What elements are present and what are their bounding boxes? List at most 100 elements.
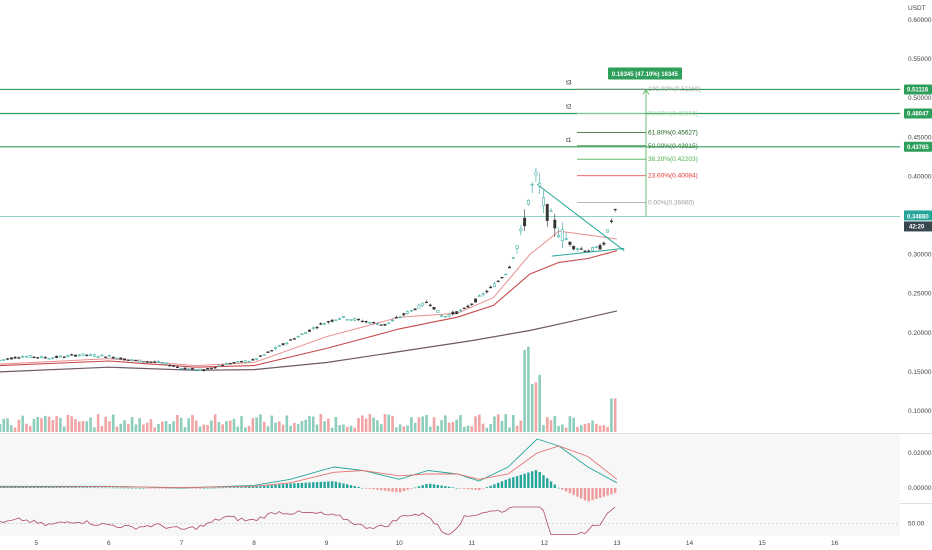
candle-body <box>160 362 164 364</box>
volume-bar <box>579 425 583 432</box>
volume-bar <box>455 419 458 432</box>
volume-bar <box>108 421 111 432</box>
candle-body <box>330 319 334 322</box>
candle-body <box>459 309 462 312</box>
macd-histogram-bar <box>436 484 440 488</box>
candle-body <box>175 366 179 369</box>
macd-histogram-bar <box>40 487 43 488</box>
volume-bar <box>413 422 417 432</box>
target-label-t1: t1 <box>566 137 572 144</box>
volume-bar <box>428 426 432 432</box>
volume-bar <box>202 424 206 432</box>
candle-body <box>108 355 111 357</box>
macd-histogram-bar <box>387 488 390 492</box>
price-tag-text-t2: 0.48047 <box>907 111 929 117</box>
ma-long-line <box>0 310 618 373</box>
volume-bar <box>179 417 183 432</box>
candle-body <box>221 364 225 367</box>
candle-body <box>530 183 534 186</box>
macd-histogram-bar <box>402 488 406 492</box>
volume-bar <box>296 424 300 432</box>
candle-body <box>383 323 387 326</box>
volume-bar <box>481 423 485 432</box>
candle-body <box>228 363 232 365</box>
fib-level-label: 61.80%(0.45627) <box>648 129 698 136</box>
volume-bar <box>345 426 349 432</box>
volume-bar <box>440 420 443 432</box>
volume-bar <box>327 418 330 432</box>
volume-bar <box>436 425 440 432</box>
macd-histogram-bar <box>108 487 111 489</box>
macd-histogram-bar <box>417 486 421 488</box>
macd-histogram-bar <box>323 481 326 488</box>
volume-bar <box>421 416 425 432</box>
macd-histogram-bar <box>262 485 266 488</box>
candle-body <box>549 210 553 212</box>
target-measure-arrowhead <box>642 88 650 95</box>
candle-body <box>74 354 77 357</box>
candle-body <box>126 359 130 361</box>
volume-bar <box>304 419 308 432</box>
macd-histogram-bar <box>440 485 443 488</box>
candle-body <box>489 286 493 289</box>
candle-body <box>149 361 153 363</box>
candle-body <box>32 356 36 358</box>
candle-body <box>240 360 243 363</box>
macd-histogram-bar <box>474 488 477 490</box>
macd-histogram-bar <box>278 484 281 488</box>
candle-body <box>255 358 259 360</box>
macd-histogram-bar <box>304 482 307 488</box>
candle-body <box>402 313 406 316</box>
candle-body <box>194 368 198 371</box>
volume-bar <box>206 425 209 432</box>
volume-bar <box>394 427 398 432</box>
volume-bar <box>364 418 368 432</box>
candle-body <box>315 326 319 329</box>
volume-bar <box>425 414 428 432</box>
candle-body <box>9 357 13 360</box>
volume-bar <box>149 419 153 432</box>
volume-bar <box>32 418 36 432</box>
candle-body <box>564 238 568 240</box>
time-tick-label: 9 <box>325 540 329 547</box>
macd-histogram-bar <box>451 487 455 488</box>
volume-bar <box>353 427 357 432</box>
candle-body <box>591 247 594 251</box>
macd-histogram-bar <box>119 487 122 489</box>
macd-histogram-bar <box>293 483 296 488</box>
macd-histogram-bar <box>606 488 609 496</box>
candle-body <box>553 219 557 229</box>
candle-body <box>436 310 440 313</box>
candle-body <box>77 354 81 357</box>
candle-body <box>202 369 206 372</box>
price-tick-label: 0.15000 <box>908 369 932 376</box>
candle-body <box>28 355 32 358</box>
volume-bar <box>89 417 92 432</box>
candle-body <box>602 242 606 245</box>
candle-body <box>266 351 270 353</box>
candle-body <box>606 229 610 233</box>
candle-body <box>115 357 119 360</box>
candle-body <box>372 321 376 324</box>
macd-histogram-bar <box>100 487 104 489</box>
candle-body <box>398 316 402 319</box>
volume-bar <box>293 422 296 432</box>
macd-histogram-bar <box>489 485 492 488</box>
candle-body <box>285 342 289 344</box>
candle-body <box>594 246 598 248</box>
macd-histogram-bar <box>334 481 338 488</box>
macd-histogram-bar <box>530 471 534 488</box>
volume-bar <box>145 422 149 432</box>
macd-histogram-bar <box>281 484 285 488</box>
macd-histogram-bar <box>44 487 47 488</box>
price-tag-t1 <box>904 141 932 152</box>
candle-body <box>172 365 176 367</box>
macd-histogram-bar <box>583 488 587 501</box>
candle-body <box>613 208 617 211</box>
candle-body <box>2 359 6 361</box>
macd-histogram-bar <box>587 488 590 502</box>
fib-level-label: 23.60%(0.40084) <box>648 173 698 180</box>
macd-histogram-bar <box>330 481 334 488</box>
